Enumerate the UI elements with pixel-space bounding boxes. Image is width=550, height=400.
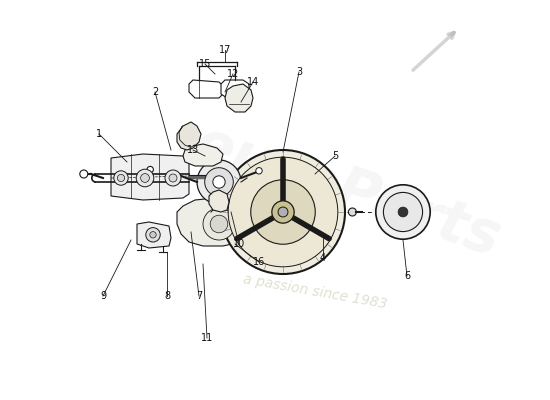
Text: 14: 14 [247,77,259,87]
Text: 7: 7 [196,291,202,301]
Polygon shape [177,198,257,246]
Polygon shape [189,80,223,98]
Text: 12: 12 [227,69,239,79]
Polygon shape [111,154,189,200]
Circle shape [203,208,235,240]
Text: a passion since 1983: a passion since 1983 [242,272,388,312]
Polygon shape [209,190,229,212]
Circle shape [205,168,233,196]
Text: 17: 17 [219,45,231,55]
Text: 2: 2 [152,87,158,97]
Circle shape [150,232,156,238]
Circle shape [210,215,228,233]
Text: 3: 3 [296,67,302,77]
Text: euroParts: euroParts [186,116,508,268]
Circle shape [348,208,356,216]
Text: 11: 11 [201,333,213,343]
Text: 13: 13 [187,145,199,155]
Text: 10: 10 [233,239,245,249]
Circle shape [251,180,315,244]
Text: 9: 9 [100,291,106,301]
Circle shape [213,176,225,188]
Circle shape [383,192,422,232]
Circle shape [376,185,430,239]
Circle shape [147,166,153,173]
Text: 1: 1 [96,129,102,139]
Polygon shape [183,144,223,166]
Text: 15: 15 [199,59,211,69]
Circle shape [169,174,177,182]
Circle shape [278,207,288,217]
Polygon shape [221,80,249,98]
Circle shape [146,228,160,242]
Polygon shape [225,84,253,112]
Polygon shape [177,122,201,150]
Circle shape [141,174,150,182]
Circle shape [398,207,408,217]
Circle shape [197,160,241,204]
Circle shape [114,171,128,185]
Circle shape [80,170,88,178]
Circle shape [117,174,125,182]
Circle shape [221,150,345,274]
Circle shape [272,201,294,223]
Text: 8: 8 [164,291,170,301]
Circle shape [256,168,262,174]
Circle shape [136,169,154,187]
Text: 6: 6 [404,271,410,281]
Text: 4: 4 [320,253,326,263]
Text: 16: 16 [253,257,265,267]
Circle shape [228,157,338,267]
Circle shape [165,170,181,186]
Text: 5: 5 [332,151,338,161]
Polygon shape [137,222,171,248]
